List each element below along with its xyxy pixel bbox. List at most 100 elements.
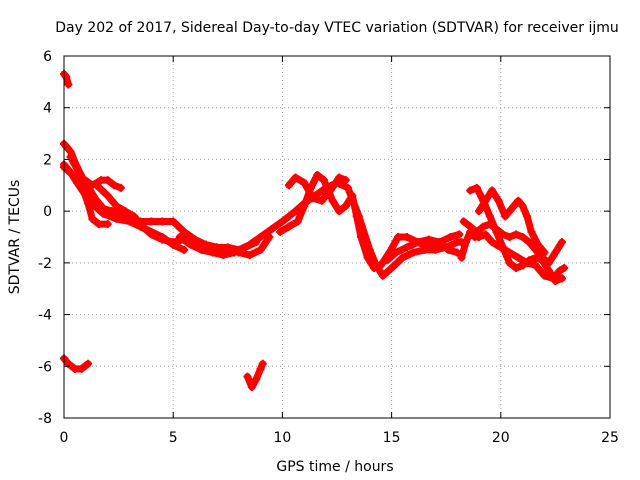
data-point-marker	[278, 217, 287, 226]
data-series-s7	[66, 152, 125, 192]
data-point-marker	[247, 382, 256, 391]
data-point-marker	[180, 245, 189, 254]
data-point-marker	[158, 217, 167, 226]
data-point-marker	[466, 186, 475, 195]
data-point-marker	[348, 191, 357, 200]
data-series-s6	[60, 163, 112, 229]
series-track	[460, 217, 566, 267]
data-point-marker	[391, 248, 400, 257]
data-point-marker	[284, 212, 293, 221]
data-series	[60, 70, 569, 391]
data-point-marker	[466, 222, 475, 231]
data-point-marker	[293, 217, 302, 226]
data-point-marker	[527, 227, 536, 236]
data-point-marker	[180, 227, 189, 236]
data-point-marker	[474, 207, 483, 216]
data-point-marker	[169, 238, 178, 247]
data-point-marker	[317, 196, 326, 205]
data-series-s9	[175, 233, 261, 260]
data-point-marker	[77, 173, 86, 182]
data-point-marker	[370, 264, 379, 273]
data-point-marker	[409, 248, 418, 257]
data-point-marker	[544, 266, 553, 275]
plot-frame	[63, 55, 611, 419]
data-point-marker	[383, 256, 392, 265]
data-point-marker	[540, 248, 549, 257]
data-point-marker	[424, 243, 433, 252]
x-tick-label: 15	[383, 430, 401, 446]
data-point-marker	[291, 207, 300, 216]
data-point-marker	[455, 230, 464, 239]
x-tick-label: 5	[169, 430, 178, 446]
y-tick-label: 6	[43, 49, 52, 65]
y-tick-label: -2	[38, 256, 52, 272]
series-track	[475, 186, 548, 257]
data-point-marker	[252, 375, 261, 384]
data-point-marker	[472, 183, 481, 192]
data-point-marker	[256, 364, 265, 373]
data-point-marker	[66, 152, 75, 161]
x-tick-label: 0	[60, 430, 69, 446]
data-point-marker	[219, 251, 228, 260]
data-point-marker	[376, 261, 385, 270]
y-tick-label: 2	[43, 152, 52, 168]
data-point-marker	[84, 199, 93, 208]
data-point-marker	[481, 230, 490, 239]
data-point-marker	[557, 274, 566, 283]
data-point-marker	[560, 264, 569, 273]
data-point-marker	[112, 201, 121, 210]
data-point-marker	[514, 253, 523, 262]
data-point-marker	[256, 245, 265, 254]
data-point-marker	[498, 230, 507, 239]
data-point-marker	[525, 238, 534, 247]
data-point-marker	[319, 176, 328, 185]
data-point-marker	[540, 271, 549, 280]
data-point-marker	[488, 238, 497, 247]
y-tick-label: -6	[38, 359, 52, 375]
data-point-marker	[208, 248, 217, 257]
data-point-marker	[505, 258, 514, 267]
data-point-marker	[352, 212, 361, 221]
data-point-marker	[197, 245, 206, 254]
data-point-marker	[147, 230, 156, 239]
data-point-marker	[116, 183, 125, 192]
data-point-marker	[103, 176, 112, 185]
y-tick-label: -4	[38, 308, 52, 324]
data-series-s16	[474, 186, 549, 257]
x-axis-label: GPS time / hours	[276, 459, 393, 475]
data-point-marker	[485, 212, 494, 221]
data-point-marker	[147, 217, 156, 226]
data-point-marker	[175, 233, 184, 241]
data-point-marker	[276, 227, 285, 236]
data-point-marker	[300, 178, 309, 187]
data-point-marker	[125, 217, 134, 226]
y-tick-label: -8	[38, 411, 52, 427]
data-point-marker	[472, 227, 481, 236]
data-point-marker	[435, 238, 444, 247]
data-point-marker	[121, 207, 130, 216]
data-point-marker	[256, 233, 265, 241]
data-point-marker	[158, 235, 167, 244]
x-tick-label: 10	[273, 430, 291, 446]
data-point-marker	[507, 204, 516, 213]
data-point-marker	[300, 201, 309, 210]
data-point-marker	[94, 220, 103, 229]
data-point-marker	[92, 181, 101, 190]
data-point-marker	[284, 222, 293, 231]
data-point-marker	[77, 364, 86, 373]
x-tick-label: 25	[601, 430, 619, 446]
data-point-marker	[461, 238, 470, 247]
data-point-marker	[481, 196, 490, 205]
data-point-marker	[518, 201, 527, 210]
chart-title: Day 202 of 2017, Sidereal Day-to-day VTE…	[55, 20, 619, 36]
data-point-marker	[341, 201, 350, 210]
data-point-marker	[313, 170, 322, 179]
data-point-marker	[544, 258, 553, 267]
data-point-marker	[245, 251, 254, 260]
data-point-marker	[363, 253, 372, 262]
data-point-marker	[394, 233, 403, 241]
data-point-marker	[258, 359, 267, 368]
data-point-marker	[518, 233, 527, 241]
data-point-marker	[328, 196, 337, 205]
data-point-marker	[424, 235, 433, 244]
